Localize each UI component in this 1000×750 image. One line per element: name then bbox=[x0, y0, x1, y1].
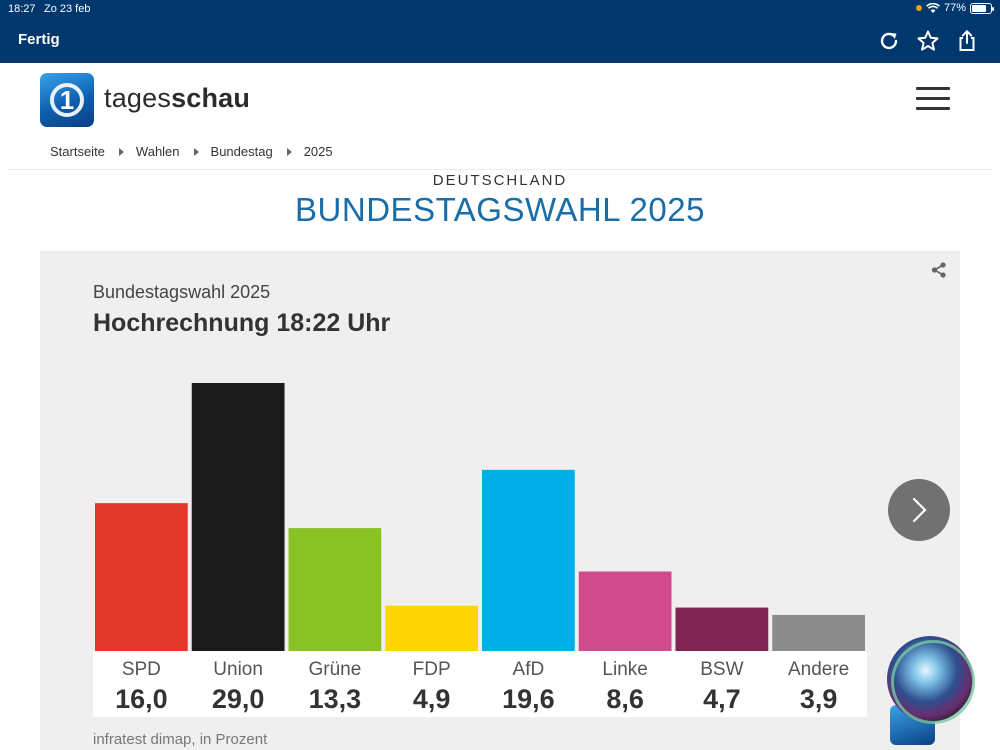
breadcrumb-separator-icon bbox=[193, 147, 199, 156]
party-label: Union bbox=[213, 659, 263, 680]
chevron-right-icon bbox=[912, 497, 927, 523]
value-label: 4,9 bbox=[413, 684, 451, 714]
breadcrumb-bundestag[interactable]: Bundestag bbox=[210, 144, 273, 159]
value-label: 8,6 bbox=[606, 684, 644, 714]
chart-source: infratest dimap, in Prozent bbox=[93, 731, 268, 748]
bar-union[interactable] bbox=[191, 383, 285, 651]
value-label: 19,6 bbox=[502, 684, 555, 714]
party-label: AfD bbox=[513, 659, 545, 680]
next-slide-button[interactable] bbox=[888, 479, 950, 541]
page-title: BUNDESTAGSWAHL 2025 bbox=[295, 191, 705, 228]
breadcrumb: Startseite Wahlen Bundestag 2025 bbox=[50, 144, 333, 159]
chart-title: Hochrechnung 18:22 Uhr bbox=[93, 309, 391, 337]
battery-icon bbox=[970, 2, 994, 14]
wifi-icon bbox=[926, 2, 940, 13]
browser-toolbar: Fertig bbox=[0, 18, 1000, 63]
breadcrumb-separator-icon bbox=[286, 147, 292, 156]
siri-orb-icon[interactable] bbox=[887, 636, 975, 724]
party-label: FDP bbox=[413, 659, 451, 680]
status-date: Zo 23 feb bbox=[44, 3, 91, 15]
hamburger-icon[interactable] bbox=[916, 87, 950, 111]
tagesschau-logo[interactable]: 1 bbox=[40, 73, 94, 127]
battery-percent: 77% bbox=[943, 2, 966, 14]
breadcrumb-startseite[interactable]: Startseite bbox=[50, 144, 105, 159]
value-label: 13,3 bbox=[309, 684, 362, 714]
label-band bbox=[93, 651, 867, 717]
logo-one-glyph: 1 bbox=[59, 85, 75, 115]
brand-wordmark[interactable]: tagesschau bbox=[104, 83, 250, 114]
share-icon[interactable] bbox=[955, 29, 979, 53]
bar-linke[interactable] bbox=[578, 571, 672, 651]
value-label: 16,0 bbox=[115, 684, 168, 714]
brand-bold: schau bbox=[171, 83, 251, 113]
brand-light: tages bbox=[104, 83, 172, 113]
status-time: 18:27 bbox=[8, 3, 36, 15]
party-label: Grüne bbox=[308, 659, 361, 680]
breadcrumb-2025[interactable]: 2025 bbox=[303, 144, 333, 159]
value-label: 3,9 bbox=[800, 684, 838, 714]
logo-ring bbox=[50, 83, 84, 117]
party-label: Andere bbox=[788, 659, 849, 680]
bar-bsw[interactable] bbox=[675, 607, 769, 651]
bar-andere[interactable] bbox=[772, 614, 865, 651]
value-label: 4,7 bbox=[703, 684, 741, 714]
bar-grüne[interactable] bbox=[288, 528, 382, 651]
bar-afd[interactable] bbox=[482, 469, 575, 651]
status-right: 77% bbox=[915, 2, 994, 14]
bar-fdp[interactable] bbox=[385, 605, 478, 651]
mic-indicator-icon bbox=[915, 5, 922, 11]
chart-card: Bundestagswahl 2025 Hochrechnung 18:22 U… bbox=[40, 251, 960, 750]
done-button[interactable]: Fertig bbox=[18, 31, 60, 48]
party-label: Linke bbox=[602, 659, 647, 680]
party-label: SPD bbox=[122, 659, 161, 680]
value-label: 29,0 bbox=[212, 684, 265, 714]
reload-icon[interactable] bbox=[877, 29, 901, 53]
section-kicker: DEUTSCHLAND bbox=[432, 172, 568, 189]
share-icon[interactable] bbox=[930, 261, 948, 279]
breadcrumb-wahlen[interactable]: Wahlen bbox=[135, 144, 180, 159]
divider bbox=[8, 169, 992, 170]
web-page: 1 tagesschau Startseite Wahlen Bundestag… bbox=[8, 63, 992, 750]
chart-subtitle: Bundestagswahl 2025 bbox=[93, 282, 271, 302]
star-icon[interactable] bbox=[916, 29, 940, 53]
bar-spd[interactable] bbox=[95, 503, 188, 651]
party-label: BSW bbox=[700, 659, 743, 680]
status-bar: 18:27 Zo 23 feb 77% bbox=[0, 0, 1000, 18]
breadcrumb-separator-icon bbox=[118, 147, 124, 156]
bar-chart: SPD 16,0 Union 29,0 Grüne 13,3 FDP 4,9 AfD 19,6 Li… bbox=[93, 383, 867, 717]
